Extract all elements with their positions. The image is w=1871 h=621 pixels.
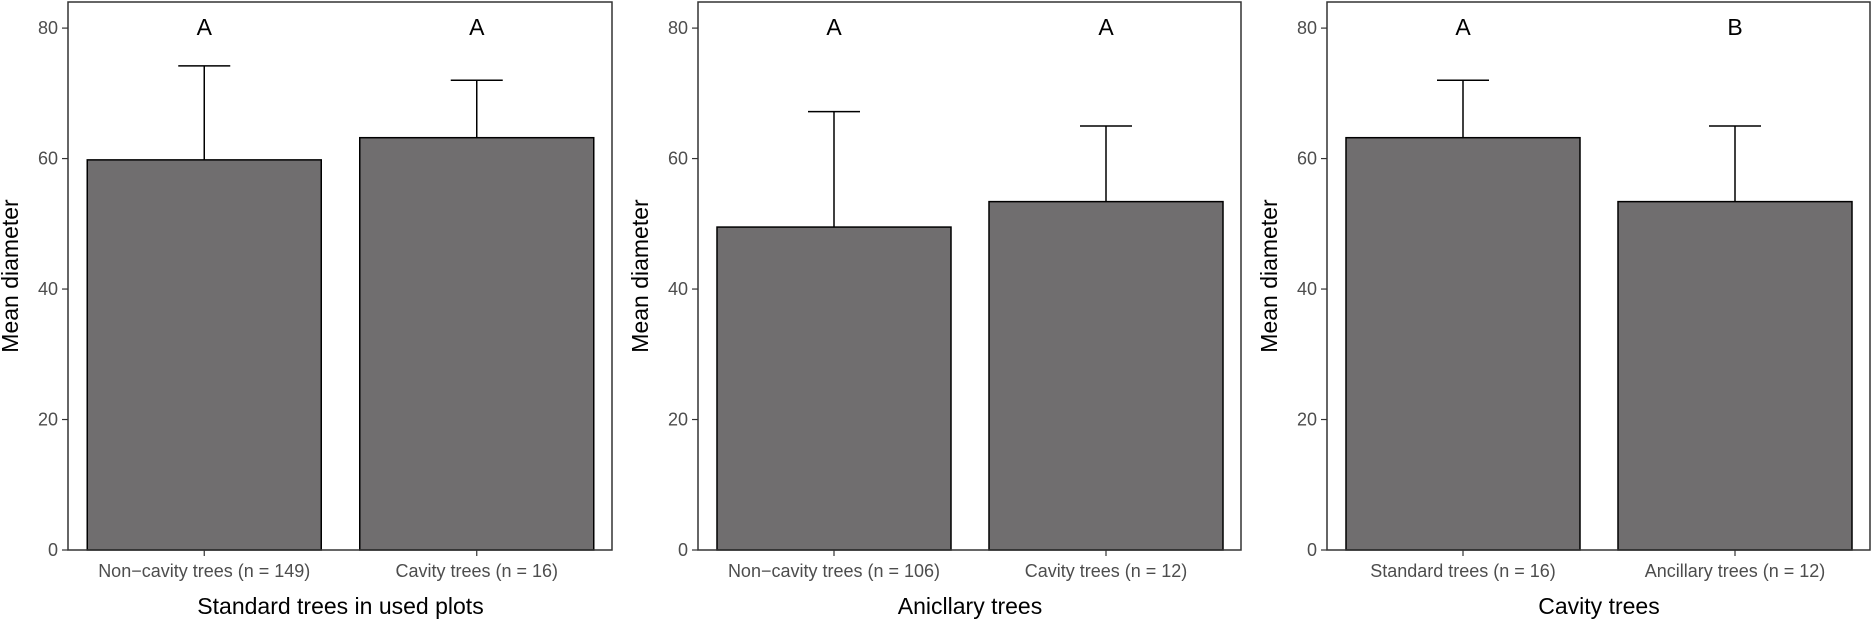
y-tick-label: 0 (1307, 540, 1317, 560)
bar (988, 200, 1224, 551)
y-tick-label: 40 (1297, 279, 1317, 299)
y-tick-label: 20 (1297, 410, 1317, 430)
bar (359, 136, 595, 551)
x-axis-title: Cavity trees (1538, 593, 1659, 619)
x-tick-label: Cavity trees (n = 12) (1025, 561, 1188, 581)
significance-letter: A (826, 14, 842, 40)
y-tick-label: 40 (668, 279, 688, 299)
chart-panel-1: 0 20 40 60 80 A Non−cavity trees (n = 149) A Cav… (0, 1, 613, 619)
panel-border (697, 1, 1242, 551)
y-tick-label: 0 (48, 540, 58, 560)
y-tick-label: 20 (668, 410, 688, 430)
y-tick-label: 80 (38, 18, 58, 38)
x-tick-label: Cavity trees (n = 16) (395, 561, 558, 581)
y-tick-label: 0 (678, 540, 688, 560)
chart-panel-3: 0 20 40 60 80 A Standard trees (n = 16) B Ancill… (1256, 1, 1871, 619)
y-tick-label: 60 (1297, 149, 1317, 169)
x-tick-label: Non−cavity trees (n = 106) (728, 561, 940, 581)
y-tick-label: 20 (38, 410, 58, 430)
x-tick-label: Ancillary trees (n = 12) (1645, 561, 1826, 581)
bar (716, 226, 952, 551)
panel-border (67, 1, 613, 551)
x-axis-title: Standard trees in used plots (197, 593, 483, 619)
panel-border (1326, 1, 1871, 551)
x-axis-title: Anicllary trees (898, 593, 1042, 619)
y-tick-label: 40 (38, 279, 58, 299)
x-tick-label: Standard trees (n = 16) (1370, 561, 1556, 581)
x-tick-label: Non−cavity trees (n = 149) (98, 561, 310, 581)
bar (1617, 200, 1853, 551)
significance-letter: A (469, 14, 485, 40)
chart-panel-2: 0 20 40 60 80 A Non−cavity trees (n = 106) A Cav… (627, 1, 1242, 619)
bar (86, 159, 322, 551)
y-tick-label: 80 (1297, 18, 1317, 38)
y-tick-label: 60 (668, 149, 688, 169)
significance-letter: B (1727, 14, 1742, 40)
y-axis-title: Mean diameter (627, 199, 653, 353)
significance-letter: A (1098, 14, 1114, 40)
significance-letter: A (1455, 14, 1471, 40)
y-tick-label: 60 (38, 149, 58, 169)
bar (1345, 136, 1581, 551)
y-axis-title: Mean diameter (1256, 199, 1282, 353)
significance-letter: A (197, 14, 213, 40)
y-tick-label: 80 (668, 18, 688, 38)
y-axis-title: Mean diameter (0, 199, 23, 353)
